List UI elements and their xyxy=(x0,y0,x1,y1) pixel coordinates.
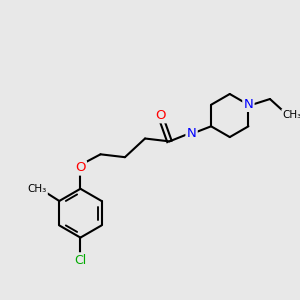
Text: CH₃: CH₃ xyxy=(283,110,300,120)
Text: O: O xyxy=(75,161,86,174)
Text: CH₃: CH₃ xyxy=(28,184,47,194)
Text: N: N xyxy=(187,127,196,140)
Text: Cl: Cl xyxy=(74,254,86,266)
Text: O: O xyxy=(156,109,166,122)
Text: N: N xyxy=(244,98,253,111)
